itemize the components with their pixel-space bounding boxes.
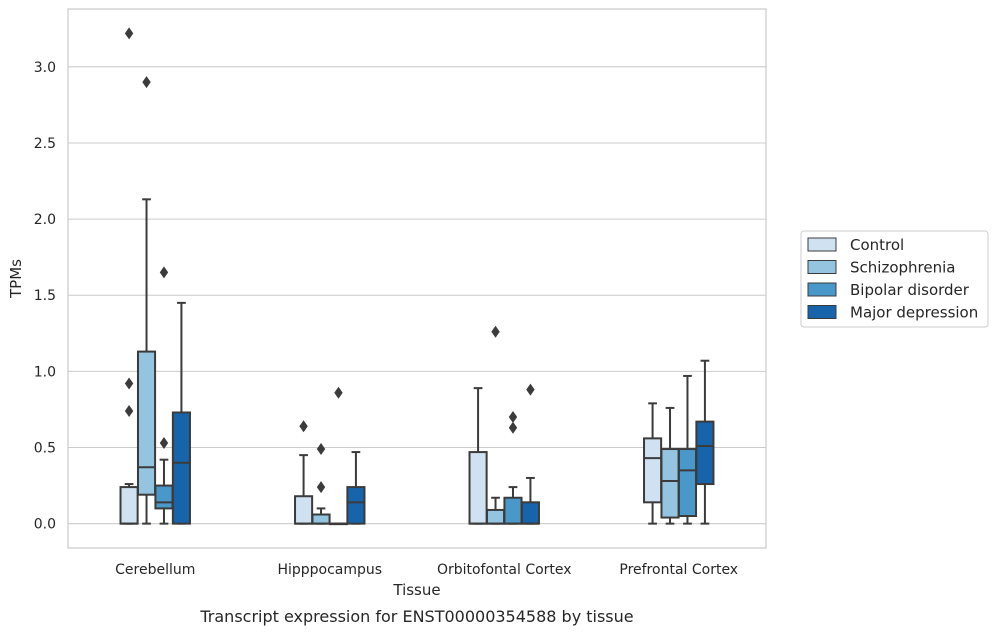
y-tick-label: 2.5 [34, 136, 56, 152]
outlier-point [124, 404, 134, 417]
box-iqr [485, 508, 506, 525]
legend: Control Schizophrenia Bipolar disorder Majo… [800, 230, 989, 328]
box-orbitofontal-cortex [468, 387, 488, 525]
box-orbitofontal-cortex [520, 383, 540, 525]
legend-label: Major depression [850, 304, 978, 322]
legend-swatch [807, 260, 837, 274]
legend-label: Control [850, 236, 904, 254]
outlier-point [159, 266, 169, 279]
x-tick-label: Hipppocampus [277, 562, 382, 578]
box-prefrontal-cortex [677, 374, 698, 525]
y-tick-label: 1.0 [34, 364, 56, 380]
legend-frame [800, 230, 989, 328]
box-series [119, 27, 715, 526]
series-bipolar-disorder [154, 266, 698, 526]
series-schizophrenia [136, 76, 680, 525]
outlier-point [334, 386, 343, 399]
x-tick-label: Prefrontal Cortex [619, 562, 738, 578]
chart-caption: Transcript expression for ENST0000035458… [199, 607, 633, 626]
box-iqr [677, 448, 698, 518]
box-iqr [119, 486, 139, 525]
x-tick-label: Orbitofontal Cortex [437, 562, 572, 578]
box-iqr [294, 495, 314, 525]
box-iqr [660, 448, 680, 519]
box-cerebellum [136, 76, 157, 525]
legend-label: Bipolar disorder [850, 281, 970, 299]
outlier-point [491, 325, 500, 338]
y-tick-label: 0.0 [34, 517, 56, 533]
box-orbitofontal-cortex [485, 325, 506, 525]
legend-swatch [807, 305, 837, 319]
plot-frame [67, 8, 767, 549]
legend-swatch [807, 237, 837, 252]
box-iqr [346, 486, 366, 525]
box-iqr [468, 451, 488, 525]
outlier-point [316, 481, 326, 494]
outlier-point [124, 377, 134, 390]
box-iqr [311, 513, 331, 525]
outlier-point [508, 421, 518, 434]
y-tick-label: 1.5 [34, 288, 56, 304]
y-tick-label: 2.0 [34, 212, 56, 228]
outlier-point [299, 420, 308, 433]
series-control [119, 27, 663, 525]
box-hipppocampus [346, 451, 366, 525]
y-axis-label: TPMs [7, 259, 25, 299]
y-tick-label: 0.5 [34, 441, 56, 457]
outlier-point [526, 383, 535, 396]
box-iqr [520, 501, 540, 525]
box-prefrontal-cortex [643, 402, 663, 525]
x-tick-label: Cerebellum [115, 562, 195, 578]
box-iqr [154, 484, 174, 510]
y-tick-label: 3.0 [34, 60, 56, 76]
box-cerebellum [171, 301, 191, 525]
outlier-point [142, 76, 151, 89]
legend-swatch [807, 282, 837, 297]
legend-label: Schizophrenia [850, 259, 955, 277]
outlier-point [159, 436, 169, 449]
box-prefrontal-cortex [695, 359, 715, 525]
box-cerebellum [154, 266, 174, 525]
x-axis-label: Tissue [392, 581, 440, 599]
box-iqr [695, 420, 715, 486]
box-iqr [136, 350, 157, 496]
box-iqr [643, 437, 663, 504]
box-cerebellum [119, 27, 139, 525]
box-iqr [503, 496, 523, 525]
box-iqr [171, 411, 191, 525]
outlier-point [316, 443, 326, 456]
series-major-depression [171, 301, 715, 525]
outlier-point [124, 27, 134, 40]
y-tick-labels: 0.0 0.5 1.0 1.5 2.0 2.5 3.0 [34, 60, 56, 533]
box-hipppocampus [311, 443, 331, 525]
outlier-point [508, 411, 518, 424]
box-hipppocampus [294, 420, 314, 525]
x-tick-labels: Cerebellum Hipppocampus Orbitofontal Corte… [115, 562, 738, 578]
